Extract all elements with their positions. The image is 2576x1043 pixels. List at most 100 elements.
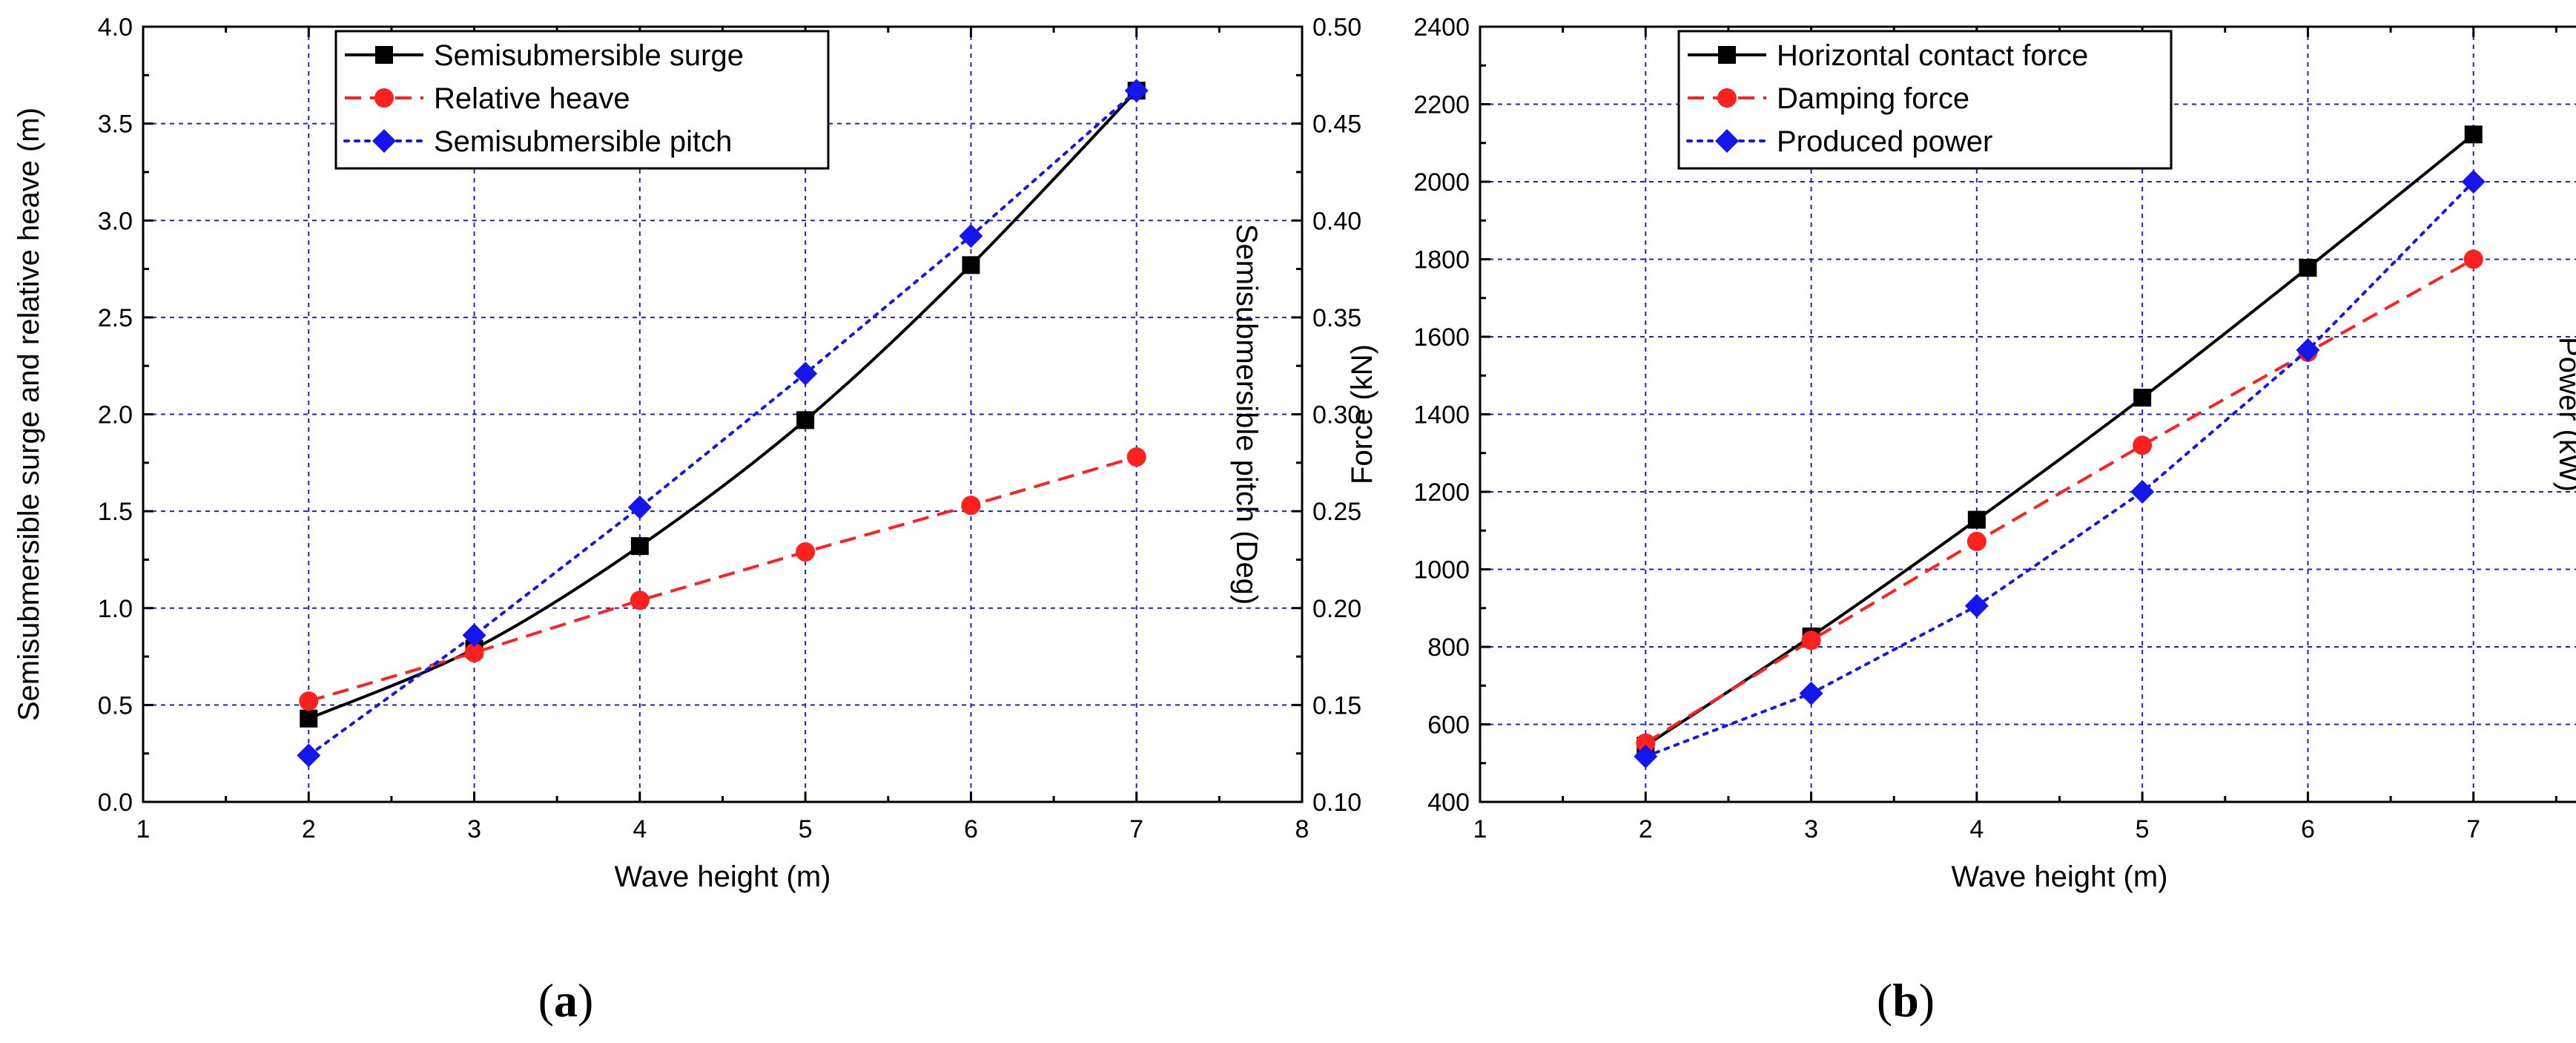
panel-label: (a): [538, 974, 594, 1027]
data-point-circle: [1636, 733, 1656, 753]
data-point-diamond: [627, 495, 652, 519]
x-tick-label: 7: [1129, 815, 1143, 843]
data-point-circle: [1966, 531, 1987, 551]
y-tick-label: 600: [1427, 711, 1470, 740]
data-point-diamond: [2296, 338, 2320, 362]
x-tick-label: 1: [1473, 815, 1487, 843]
data-point-circle: [2133, 435, 2153, 455]
y-tick-label: 1000: [1413, 556, 1470, 585]
y-tick-label: 1.5: [98, 498, 133, 526]
legend-entry-label: Semisubmersible pitch: [434, 125, 732, 158]
data-point-diamond: [462, 623, 486, 648]
legend-entry-label: Horizontal contact force: [1777, 39, 2088, 72]
y2-tick-label: 0.15: [1312, 691, 1361, 720]
data-point-diamond: [2461, 170, 2486, 194]
y-axis-title: Force (kN): [1346, 344, 1378, 484]
legend: Horizontal contact force Damping force Pro…: [1677, 30, 2173, 170]
series-line: [1645, 257, 2474, 745]
x-tick-label: 4: [1969, 815, 1984, 843]
x-tick-label: 2: [1639, 815, 1653, 843]
series-damping-force: [1636, 249, 2483, 753]
chart-panel-b: 1234567840060080010001200140016001800200…: [1346, 13, 2576, 1027]
y-tick-label: 3.0: [98, 207, 133, 235]
y-tick-label: 400: [1427, 789, 1470, 817]
y2-tick-label: 0.25: [1312, 498, 1361, 526]
series-relative-heave: [299, 447, 1146, 711]
panel-letter: a: [554, 974, 578, 1027]
series-semisubmersible-pitch: [297, 79, 1149, 768]
data-point-circle: [299, 691, 319, 711]
x-tick-label: 5: [2136, 815, 2150, 843]
legend-marker-square: [1718, 46, 1736, 64]
y2-tick-label: 0.35: [1312, 304, 1361, 332]
y-tick-label: 800: [1427, 634, 1470, 662]
x-tick-label: 8: [1295, 815, 1310, 843]
x-axis-title: Wave height (m): [1952, 861, 2168, 893]
series-produced-power: [1634, 170, 2486, 769]
y2-tick-label: 0.50: [1312, 13, 1361, 42]
x-tick-label: 2: [302, 815, 316, 843]
series-semisubmersible-surge: [300, 82, 1146, 728]
data-point-square: [2464, 125, 2483, 144]
series-line: [308, 89, 1138, 720]
data-point-square: [2299, 258, 2317, 277]
x-tick-label: 6: [2301, 815, 2315, 843]
y-tick-label: 1.0: [98, 595, 133, 623]
data-point-diamond: [793, 361, 818, 386]
legend-entry-label: Semisubmersible surge: [434, 39, 744, 72]
y-tick-label: 1600: [1413, 323, 1470, 352]
x-tick-label: 5: [799, 815, 813, 843]
data-point-diamond: [1124, 79, 1149, 103]
y2-tick-label: 0.40: [1312, 207, 1361, 235]
data-point-diamond: [297, 743, 321, 768]
y2-tick-label: 0.20: [1312, 595, 1361, 623]
data-point-square: [2133, 389, 2152, 407]
legend-marker-circle: [1717, 88, 1737, 108]
data-point-circle: [1126, 447, 1146, 467]
y-tick-label: 3.5: [98, 111, 133, 139]
data-point-circle: [464, 642, 484, 662]
y-tick-label: 1400: [1413, 401, 1470, 430]
data-point-diamond: [1964, 593, 1989, 618]
y2-tick-label: 0.45: [1312, 111, 1361, 139]
y-axis-right: 0.10 0.15 0.20 0.25 0.30 0.35 0.40 0.45 0.50: [1292, 13, 1361, 817]
data-point-square: [962, 256, 980, 274]
series-line: [307, 89, 1138, 757]
legend-marker-diamond: [1715, 129, 1739, 153]
y-tick-label: 2.5: [98, 304, 133, 332]
y-tick-label: 1200: [1413, 478, 1470, 507]
data-point-diamond: [1634, 744, 1658, 769]
x-tick-label: 6: [964, 815, 978, 843]
data-point-diamond: [959, 224, 983, 249]
series-line: [1644, 180, 2475, 758]
y2-tick-label: 0.10: [1312, 789, 1361, 817]
y2-axis-title: Power (kW): [2553, 337, 2576, 492]
legend-entry-label: Produced power: [1777, 125, 1992, 158]
y-tick-label: 1800: [1413, 246, 1470, 274]
data-point-diamond: [2130, 480, 2155, 504]
data-point-square: [1967, 510, 1986, 529]
series-line: [1645, 133, 2474, 747]
y-axis-left: 400 600 800 1000 1200 1400 1600 1800 2000 2200 240…: [1413, 13, 1490, 817]
x-axis-title: Wave height (m): [615, 861, 831, 893]
data-point-diamond: [1799, 681, 1823, 705]
legend-marker-circle: [374, 88, 394, 108]
data-point-circle: [796, 542, 816, 562]
y-tick-label: 0.0: [98, 789, 133, 817]
y-tick-label: 4.0: [98, 13, 133, 42]
data-point-square: [796, 411, 815, 430]
panel-letter: b: [1892, 974, 1919, 1027]
panel-label: (b): [1877, 974, 1935, 1027]
legend-entry-label: Damping force: [1777, 82, 1969, 115]
legend: Semisubmersible surge Relative heave Semis…: [334, 30, 830, 170]
data-point-circle: [1801, 631, 1821, 651]
chart-panel-a: 1 2 3 4 5 6 7 80.00.51.01.52.02.53.03.54.00.100…: [13, 13, 1361, 1027]
x-tick-label: 3: [1804, 815, 1818, 843]
y2-axis-title: Semisubmersible pitch (Deg): [1230, 224, 1263, 605]
y-axis-title: Semisubmersible surge and relative heave…: [13, 108, 45, 721]
x-tick-label: 4: [633, 815, 647, 843]
y-tick-label: 2.0: [98, 401, 133, 430]
x-axis: 1 2 3 4 5 6 7 8: [136, 27, 1310, 843]
x-tick-label: 7: [2466, 815, 2480, 843]
